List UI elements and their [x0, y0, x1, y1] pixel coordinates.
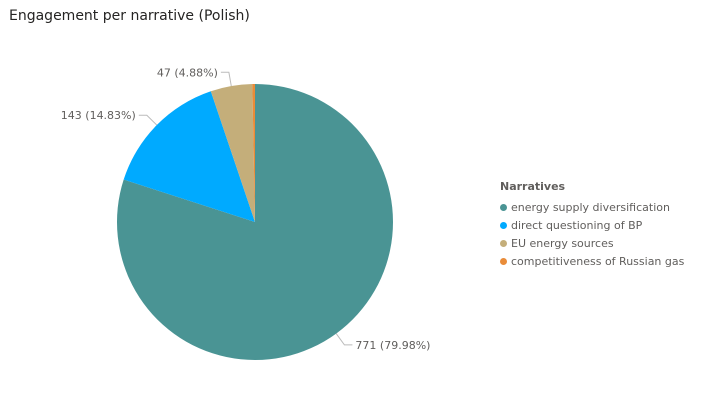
data-label-1: 143 (14.83%) — [61, 109, 136, 122]
legend-dot-icon — [500, 257, 507, 265]
legend-item-label: energy supply diversification — [511, 200, 670, 214]
pie-slice-0[interactable] — [116, 84, 393, 360]
leader-line-0 — [335, 333, 353, 346]
data-label-2: 47 (4.88%) — [157, 66, 218, 79]
legend-title: Narratives — [500, 180, 566, 193]
legend-item-0[interactable]: energy supply diversification — [500, 198, 684, 216]
legend-item-label: competitiveness of Russian gas — [511, 254, 685, 268]
legend-dot-icon — [500, 221, 507, 229]
legend-item-label: direct questioning of BP — [511, 218, 643, 232]
legend-item-label: EU energy sources — [511, 236, 614, 250]
legend: Narratives energy supply diversification… — [500, 180, 684, 270]
pie-slice-2[interactable] — [210, 84, 255, 222]
legend-dot-icon — [500, 239, 507, 247]
data-label-0: 771 (79.98%) — [355, 339, 430, 352]
leader-line-1 — [138, 114, 158, 126]
chart-title: Engagement per narrative (Polish) — [9, 8, 250, 24]
legend-item-1[interactable]: direct questioning of BP — [500, 216, 684, 234]
pie-slice-1[interactable] — [123, 91, 255, 223]
legend-item-2[interactable]: EU energy sources — [500, 234, 684, 252]
legend-item-3[interactable]: competitiveness of Russian gas — [500, 252, 684, 270]
leader-line-2 — [220, 71, 232, 87]
pie-slice-3[interactable] — [252, 84, 255, 222]
legend-dot-icon — [500, 203, 507, 211]
